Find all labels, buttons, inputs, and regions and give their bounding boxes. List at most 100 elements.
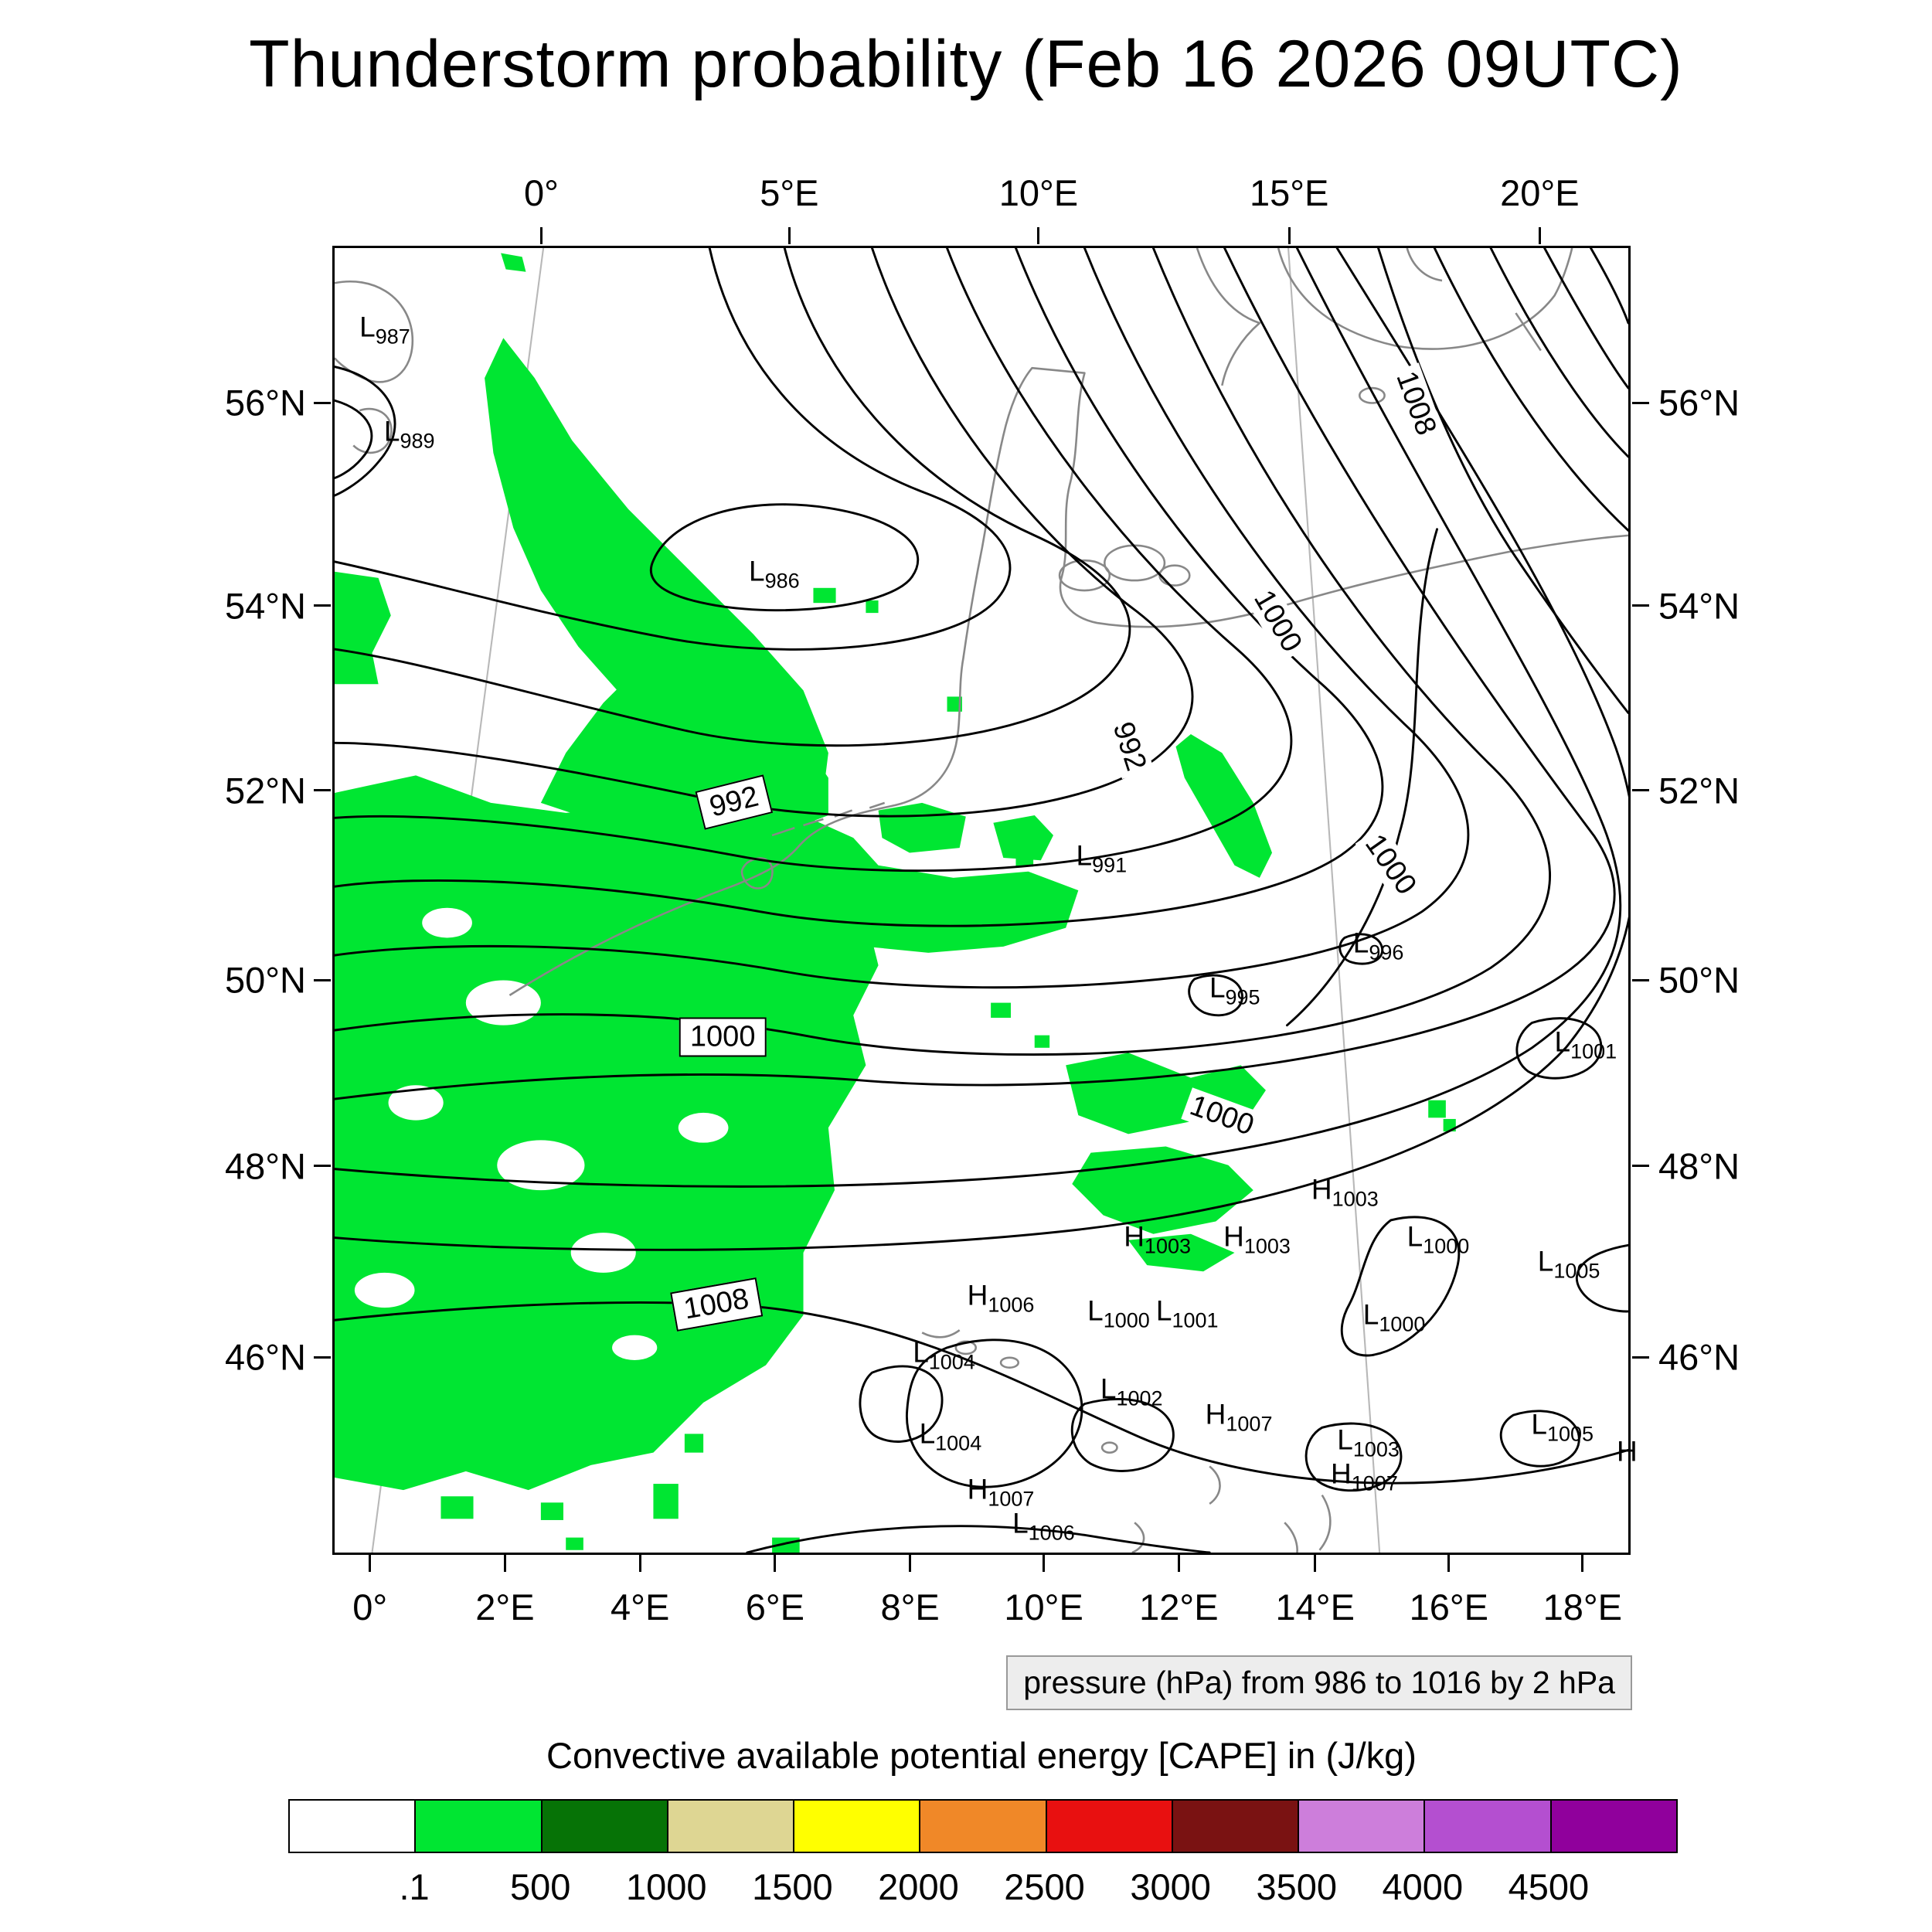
cape-region bbox=[501, 253, 526, 272]
pressure-value: 995 bbox=[1225, 985, 1260, 1009]
axis-label-top: 15°E bbox=[1249, 172, 1329, 213]
isobar bbox=[746, 1525, 1211, 1553]
isobar bbox=[1543, 248, 1628, 389]
isobar bbox=[335, 248, 1616, 1100]
pressure-center-h1003: H1003 bbox=[1223, 1221, 1291, 1259]
axis-label-bottom: 16°E bbox=[1409, 1587, 1489, 1628]
chart-title: Thunderstorm probability (Feb 16 2026 09… bbox=[249, 27, 1683, 101]
pressure-letter: H bbox=[967, 1474, 988, 1506]
pressure-center-l1002: L1002 bbox=[1100, 1373, 1163, 1411]
axis-label-bottom: 10°E bbox=[1004, 1587, 1083, 1628]
cape-region bbox=[993, 815, 1053, 861]
axis-label-top: 0° bbox=[524, 172, 559, 213]
pressure-value: 989 bbox=[400, 430, 435, 454]
pressure-letter: L bbox=[1100, 1373, 1117, 1406]
cape-holes bbox=[354, 907, 729, 1361]
isobar bbox=[1433, 248, 1628, 532]
pressure-value: 1007 bbox=[1226, 1412, 1273, 1436]
axis-label-right: 56°N bbox=[1658, 382, 1740, 423]
pressure-center-l1001: L1001 bbox=[1554, 1026, 1617, 1064]
pressure-center-l1003: L1003 bbox=[1337, 1424, 1400, 1462]
cape-region bbox=[878, 802, 966, 853]
pressure-letter: L bbox=[1531, 1408, 1547, 1440]
axis-label-bottom: 18°E bbox=[1543, 1587, 1623, 1628]
pressure-center-l1000: L1000 bbox=[1087, 1295, 1150, 1333]
coastline-alps-lakes bbox=[921, 1329, 961, 1338]
colorbar-tick-label: .1 bbox=[399, 1866, 430, 1907]
isobar-cell bbox=[1070, 1397, 1175, 1472]
pressure-center-l1000: L1000 bbox=[1407, 1221, 1470, 1259]
axis-tick-top bbox=[1287, 227, 1291, 244]
pressure-center-l1006: L1006 bbox=[1012, 1508, 1075, 1546]
pressure-letter: L bbox=[1087, 1294, 1104, 1327]
axis-label-top: 5°E bbox=[760, 172, 819, 213]
axis-tick-top bbox=[539, 227, 543, 244]
pressure-value: 1001 bbox=[1172, 1308, 1219, 1332]
axis-tick-right bbox=[1632, 401, 1649, 404]
axis-tick-top bbox=[1037, 227, 1040, 244]
colorbar-cell bbox=[1171, 1801, 1298, 1852]
coastline-south bbox=[1131, 1522, 1145, 1553]
coastline-adriatic bbox=[1284, 1522, 1298, 1553]
pressure-letter: L bbox=[1076, 839, 1093, 872]
colorbar-tick-label: 2000 bbox=[878, 1866, 959, 1907]
isobar bbox=[335, 399, 373, 479]
cape-region bbox=[1175, 733, 1273, 878]
isobar-cell bbox=[1515, 1017, 1603, 1080]
pressure-value: 1000 bbox=[1379, 1312, 1426, 1336]
pressure-value: 996 bbox=[1369, 940, 1404, 964]
axis-tick-right bbox=[1632, 978, 1649, 981]
pressure-center-h: H bbox=[1617, 1436, 1638, 1474]
pressure-letter: L bbox=[1209, 971, 1226, 1004]
axis-tick-left bbox=[314, 1165, 331, 1168]
colorbar-cell bbox=[1045, 1801, 1172, 1852]
pressure-letter: L bbox=[919, 1417, 936, 1450]
colorbar-cell bbox=[919, 1801, 1046, 1852]
isobar-1000 bbox=[335, 248, 1551, 1056]
pressure-letter: H bbox=[1311, 1173, 1332, 1206]
pressure-letter: L bbox=[1554, 1026, 1571, 1059]
axis-label-right: 48°N bbox=[1658, 1145, 1740, 1187]
pressure-center-l1004: L1004 bbox=[913, 1337, 975, 1375]
colorbar-tick-label: 3500 bbox=[1256, 1866, 1337, 1907]
pressure-letter: L bbox=[1406, 1220, 1423, 1253]
colorbar-cell bbox=[540, 1801, 667, 1852]
axis-label-left: 52°N bbox=[224, 770, 306, 811]
colorbar-cell bbox=[1549, 1801, 1676, 1852]
colorbar-cell bbox=[666, 1801, 794, 1852]
axis-label-left: 50°N bbox=[224, 959, 306, 1001]
pressure-value: 1006 bbox=[1028, 1521, 1075, 1545]
pressure-value: 1001 bbox=[1570, 1040, 1617, 1064]
colorbar-tick-label: 1000 bbox=[625, 1866, 707, 1907]
pressure-center-l1000: L1000 bbox=[1363, 1299, 1426, 1337]
pressure-value: 1003 bbox=[1352, 1437, 1400, 1461]
pressure-value: 1004 bbox=[935, 1431, 982, 1455]
axis-label-left: 46°N bbox=[224, 1336, 306, 1378]
axis-label-right: 50°N bbox=[1658, 959, 1740, 1001]
pressure-letter: L bbox=[1337, 1423, 1353, 1456]
axis-tick-bottom bbox=[503, 1555, 506, 1572]
pressure-letter: L bbox=[1362, 1298, 1379, 1331]
colorbar-tick-label: 4500 bbox=[1508, 1866, 1590, 1907]
axis-label-right: 46°N bbox=[1658, 1336, 1740, 1378]
pressure-value: 1003 bbox=[1243, 1234, 1291, 1258]
isobar bbox=[1590, 248, 1628, 325]
axis-label-bottom: 2°E bbox=[475, 1587, 535, 1628]
axis-label-bottom: 6°E bbox=[745, 1587, 805, 1628]
isobar bbox=[335, 248, 1131, 747]
colorbar bbox=[288, 1799, 1678, 1853]
isobar-1008 bbox=[1377, 248, 1628, 714]
colorbar-cell bbox=[1298, 1801, 1424, 1852]
pressure-center-l995: L995 bbox=[1209, 971, 1260, 1009]
axis-tick-bottom bbox=[1581, 1555, 1584, 1572]
cape-region bbox=[335, 571, 391, 685]
isobar-cell bbox=[1575, 1243, 1628, 1313]
pressure-center-l1001: L1001 bbox=[1156, 1295, 1219, 1333]
isobar-cell bbox=[906, 1338, 1083, 1488]
axis-tick-left bbox=[314, 401, 331, 404]
pressure-letter: L bbox=[748, 555, 765, 587]
coastline-sweden bbox=[1406, 248, 1443, 282]
pressure-value: 1003 bbox=[1144, 1234, 1191, 1258]
pressure-center-l991: L991 bbox=[1077, 840, 1128, 878]
